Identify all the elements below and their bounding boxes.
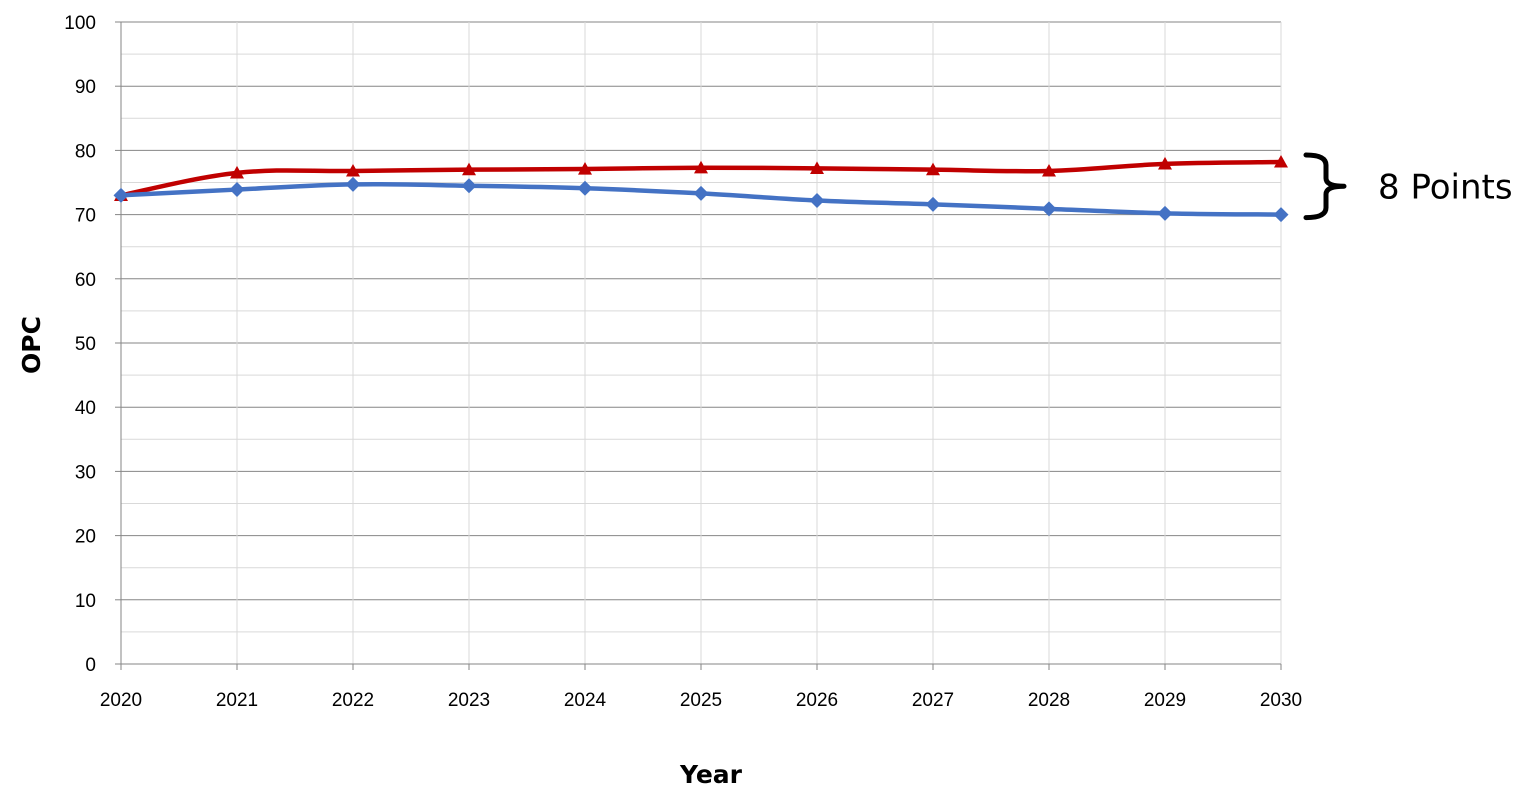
y-tick-label: 60: [75, 270, 96, 291]
x-tick-label: 2021: [216, 690, 258, 711]
data-point-diamond: [229, 182, 245, 198]
series-1: [114, 154, 1288, 201]
data-point-diamond: [1041, 201, 1057, 217]
difference-annotation: 8 Points: [1303, 152, 1513, 221]
x-axis-ticks: 2020 2021 2022 2023 2024 2025 2026 2027 2028 2029…: [100, 664, 1302, 711]
gridlines: [121, 21, 1282, 664]
data-point-diamond: [113, 187, 129, 203]
data-point-diamond: [1273, 207, 1289, 223]
difference-label: 8 Points: [1378, 167, 1513, 207]
y-tick-label: 0: [85, 655, 96, 676]
data-point-diamond: [345, 176, 361, 192]
data-point-triangle: [1274, 154, 1288, 168]
y-tick-label: 90: [75, 77, 96, 98]
data-point-triangle: [926, 162, 940, 176]
x-tick-label: 2027: [912, 690, 954, 711]
x-axis-title: Year: [679, 760, 743, 789]
data-point-triangle: [230, 165, 244, 179]
data-point-diamond: [1157, 205, 1173, 221]
y-tick-label: 30: [75, 462, 96, 483]
y-axis-title: OPC: [17, 316, 46, 374]
x-tick-label: 2024: [564, 690, 607, 711]
y-tick-label: 10: [75, 591, 96, 612]
y-tick-label: 70: [75, 206, 96, 227]
x-tick-label: 2028: [1028, 690, 1070, 711]
y-tick-label: 40: [75, 398, 96, 419]
data-point-diamond: [809, 192, 825, 208]
series-group: [113, 154, 1289, 223]
data-point-triangle: [462, 162, 476, 176]
x-tick-label: 2022: [332, 690, 374, 711]
x-tick-label: 2029: [1144, 690, 1186, 711]
series-2: [113, 176, 1289, 223]
y-tick-label: 80: [75, 141, 96, 162]
data-point-triangle: [1158, 156, 1172, 170]
x-tick-label: 2026: [796, 690, 838, 711]
brace-icon: [1303, 152, 1347, 221]
y-tick-label: 100: [64, 13, 96, 34]
data-point-diamond: [577, 180, 593, 196]
data-point-diamond: [693, 185, 709, 201]
x-tick-label: 2020: [100, 690, 142, 711]
y-tick-label: 50: [75, 334, 96, 355]
data-point-triangle: [1042, 163, 1056, 177]
data-point-triangle: [694, 160, 708, 174]
x-tick-label: 2030: [1260, 690, 1302, 711]
x-tick-label: 2023: [448, 690, 490, 711]
data-point-triangle: [810, 161, 824, 174]
data-point-diamond: [925, 196, 941, 212]
x-tick-label: 2025: [680, 690, 722, 711]
data-point-triangle: [578, 162, 592, 175]
data-point-diamond: [461, 178, 477, 194]
data-point-triangle: [346, 163, 360, 177]
y-tick-label: 20: [75, 527, 96, 548]
y-axis-ticks: 0 10 20 30 40 50 60 70 80 90 100: [64, 13, 121, 676]
